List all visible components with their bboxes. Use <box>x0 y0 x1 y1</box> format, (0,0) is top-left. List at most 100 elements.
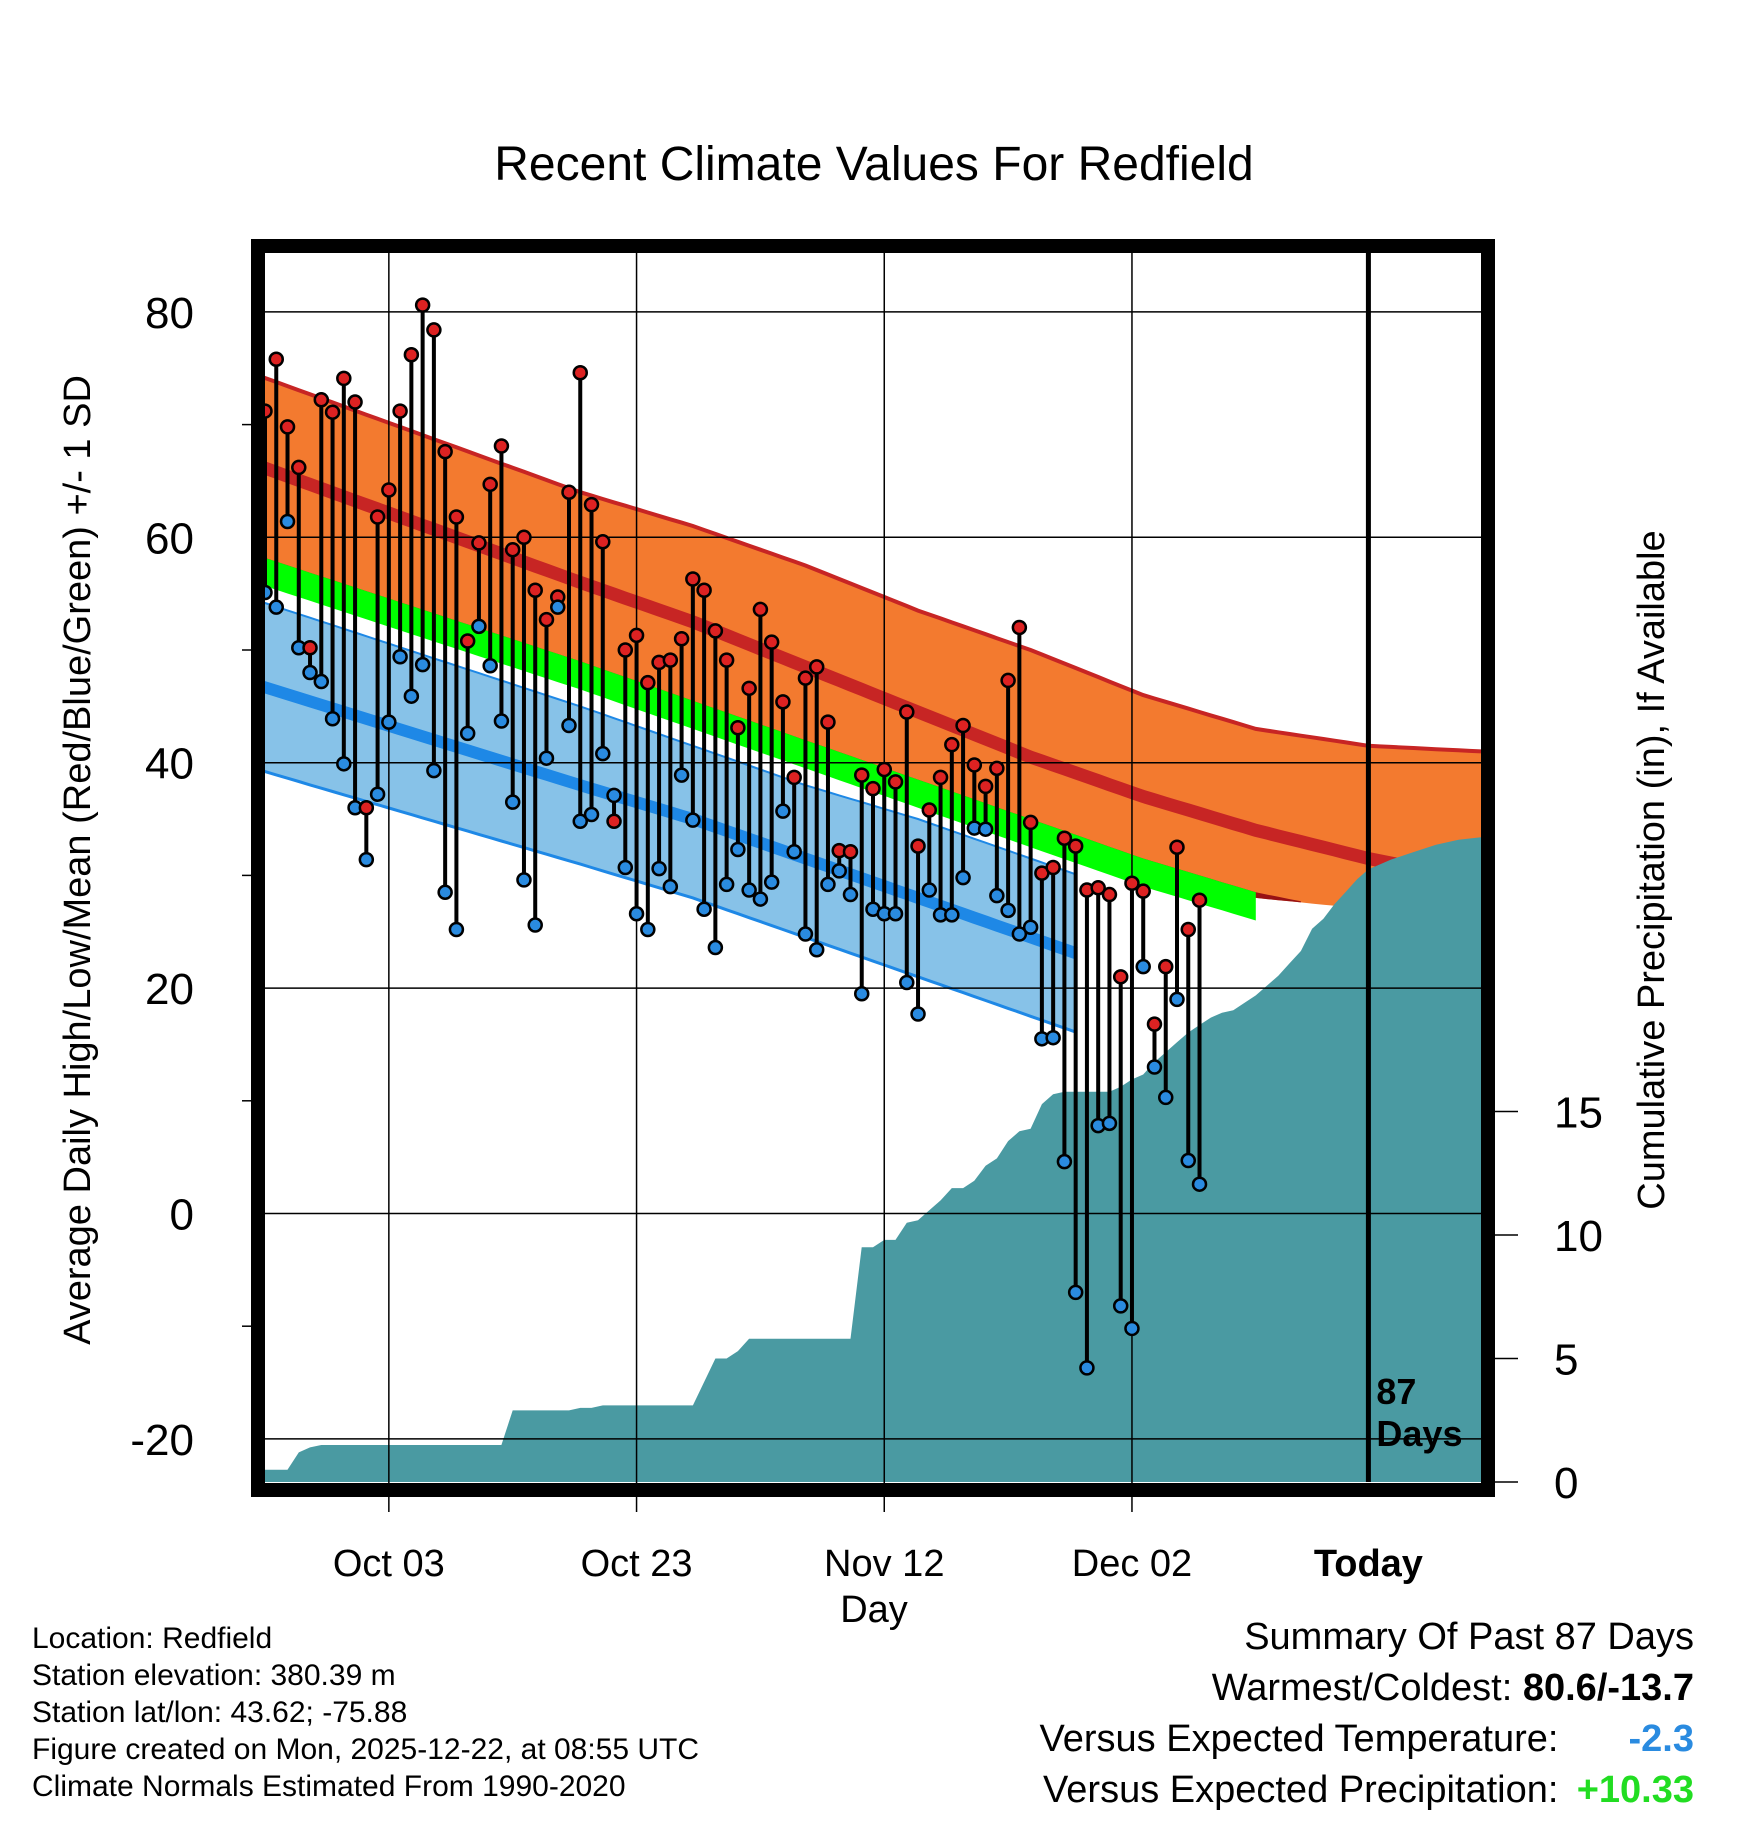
daily-high-point <box>1169 839 1185 855</box>
daily-low-point <box>955 869 971 886</box>
daily-high-point <box>921 802 938 818</box>
daily-low-point <box>707 939 724 956</box>
daily-high-point <box>989 760 1005 777</box>
daily-high-point <box>561 484 577 500</box>
daily-low-point <box>1067 1284 1084 1301</box>
daily-low-point <box>989 887 1005 904</box>
daily-low-point <box>741 882 757 898</box>
daily-low-point <box>1079 1360 1095 1376</box>
daily-high-point <box>1112 969 1129 985</box>
y-axis-label: Average Daily High/Low/Mean (Red/Blue/Gr… <box>57 375 99 1345</box>
y-tick-label: 60 <box>145 514 194 563</box>
daily-high-point <box>955 717 971 734</box>
daily-low-point <box>1101 1115 1118 1132</box>
daily-high-point <box>302 639 318 656</box>
y2-tick-label: 0 <box>1554 1459 1578 1508</box>
daily-high-point <box>426 322 442 338</box>
temp-anomaly-row: Versus Expected Temperature: -2.3 <box>1040 1714 1694 1765</box>
daily-low-point <box>730 841 746 858</box>
daily-low-point <box>1045 1029 1061 1046</box>
daily-low-point <box>628 905 645 922</box>
daily-high-point <box>1045 859 1061 876</box>
daily-high-point <box>752 601 769 618</box>
daily-high-point <box>414 297 431 313</box>
daily-low-point <box>1022 919 1039 935</box>
daily-high-point <box>730 720 746 736</box>
high-band-upper-edge <box>260 374 1482 754</box>
daily-low-point <box>437 884 453 901</box>
daily-high-point <box>662 652 679 668</box>
daily-low-point <box>1011 926 1028 942</box>
daily-low-point <box>651 860 667 877</box>
daily-low-point <box>459 725 476 742</box>
daily-low-point <box>718 876 735 893</box>
daily-low-point <box>471 618 487 635</box>
daily-low-point <box>369 786 386 803</box>
daily-low-point <box>527 917 543 933</box>
daily-low-point <box>944 907 960 923</box>
daily-high-point <box>482 476 498 493</box>
daily-low-point <box>336 756 352 772</box>
daily-low-point <box>358 851 375 868</box>
daily-high-point <box>1056 830 1073 846</box>
summary-title: Summary Of Past 87 Days <box>1244 1616 1694 1658</box>
precip-anomaly-value: +10.33 <box>1576 1769 1694 1811</box>
daily-high-point <box>797 670 814 686</box>
daily-high-point <box>291 459 307 476</box>
daily-high-point <box>1101 886 1118 903</box>
daily-high-point <box>1191 892 1208 908</box>
daily-high-point <box>572 365 589 381</box>
daily-high-point <box>583 496 600 513</box>
daily-low-point <box>549 599 566 615</box>
warmest-coldest-value: 80.6/-13.7 <box>1522 1667 1694 1709</box>
daily-low-point <box>820 876 836 893</box>
daily-high-point <box>527 582 543 599</box>
daily-low-point <box>302 664 318 681</box>
elevation-text: Station elevation: 380.39 m <box>32 1659 396 1692</box>
y-tick-label: 20 <box>145 965 194 1014</box>
cumulative-precip-area <box>265 837 1481 1482</box>
daily-low-point <box>1169 991 1185 1008</box>
daily-low-point <box>797 926 814 942</box>
precip-anomaly-row: Versus Expected Precipitation: +10.33 <box>1040 1765 1694 1816</box>
daily-high-point <box>786 769 802 786</box>
station-metadata: Location: Redfield Station elevation: 38… <box>32 1620 699 1805</box>
summary-panel: Summary Of Past 87 Days Warmest/Coldest:… <box>1040 1612 1694 1816</box>
daily-low-point <box>752 891 769 907</box>
daily-high-point <box>437 443 453 460</box>
daily-high-point <box>763 634 780 650</box>
daily-low-point <box>268 599 285 615</box>
daily-low-point <box>1180 1152 1197 1169</box>
daily-high-point <box>932 769 949 786</box>
daily-low-point <box>381 714 397 730</box>
x-tick-label: Dec 02 <box>1072 1543 1192 1585</box>
daily-low-point <box>403 688 420 704</box>
daily-low-point <box>324 710 341 727</box>
y2-tick-label: 10 <box>1554 1212 1603 1261</box>
daily-high-point <box>324 404 341 420</box>
daily-low-point <box>1191 1176 1208 1192</box>
gridlines <box>260 248 1486 1488</box>
x-tick-label: Today <box>1314 1543 1423 1585</box>
daily-high-point <box>876 761 893 778</box>
daily-high-point <box>1011 619 1028 636</box>
daily-low-point <box>775 803 791 819</box>
x-axis: Oct 03 Oct 23 Nov 12 Dec 02 Today <box>333 1494 1423 1585</box>
daily-high-point <box>369 509 386 525</box>
daily-low-point <box>561 717 577 734</box>
daily-high-point <box>279 419 296 435</box>
daily-low-point <box>538 750 555 766</box>
daily-high-point <box>718 652 735 668</box>
y2-axis-label: Cumulative Precipitation (in), If Availa… <box>1631 530 1673 1209</box>
y-axis: 80 60 40 20 0 -20 <box>130 289 252 1465</box>
daily-low-point <box>977 821 994 837</box>
x-tick-label: Oct 23 <box>581 1543 693 1585</box>
daily-high-point <box>640 674 656 691</box>
daily-high-point <box>910 838 926 854</box>
latlon-text: Station lat/lon: 43.62; -75.88 <box>32 1696 408 1729</box>
daily-low-point <box>808 942 825 958</box>
daily-low-point <box>910 1006 926 1022</box>
y-tick-label: 40 <box>145 740 194 789</box>
daily-high-point <box>696 582 712 599</box>
